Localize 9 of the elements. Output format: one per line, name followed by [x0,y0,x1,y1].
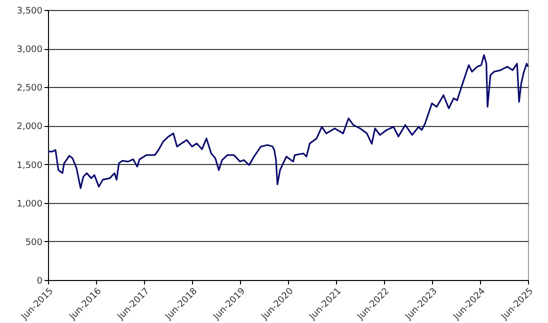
y-tick-label: 2,500 [16,84,43,94]
y-tick-label: 0 [36,276,43,286]
y-tick-label: 1,500 [16,160,43,171]
y-tick-label: 500 [25,238,43,248]
y-tick-label: 3,500 [16,6,43,16]
y-tick-label: 2,000 [16,122,43,132]
y-tick-label: 3,000 [16,45,43,56]
line-series [47,54,529,189]
y-tick-label: 1,000 [16,199,43,210]
